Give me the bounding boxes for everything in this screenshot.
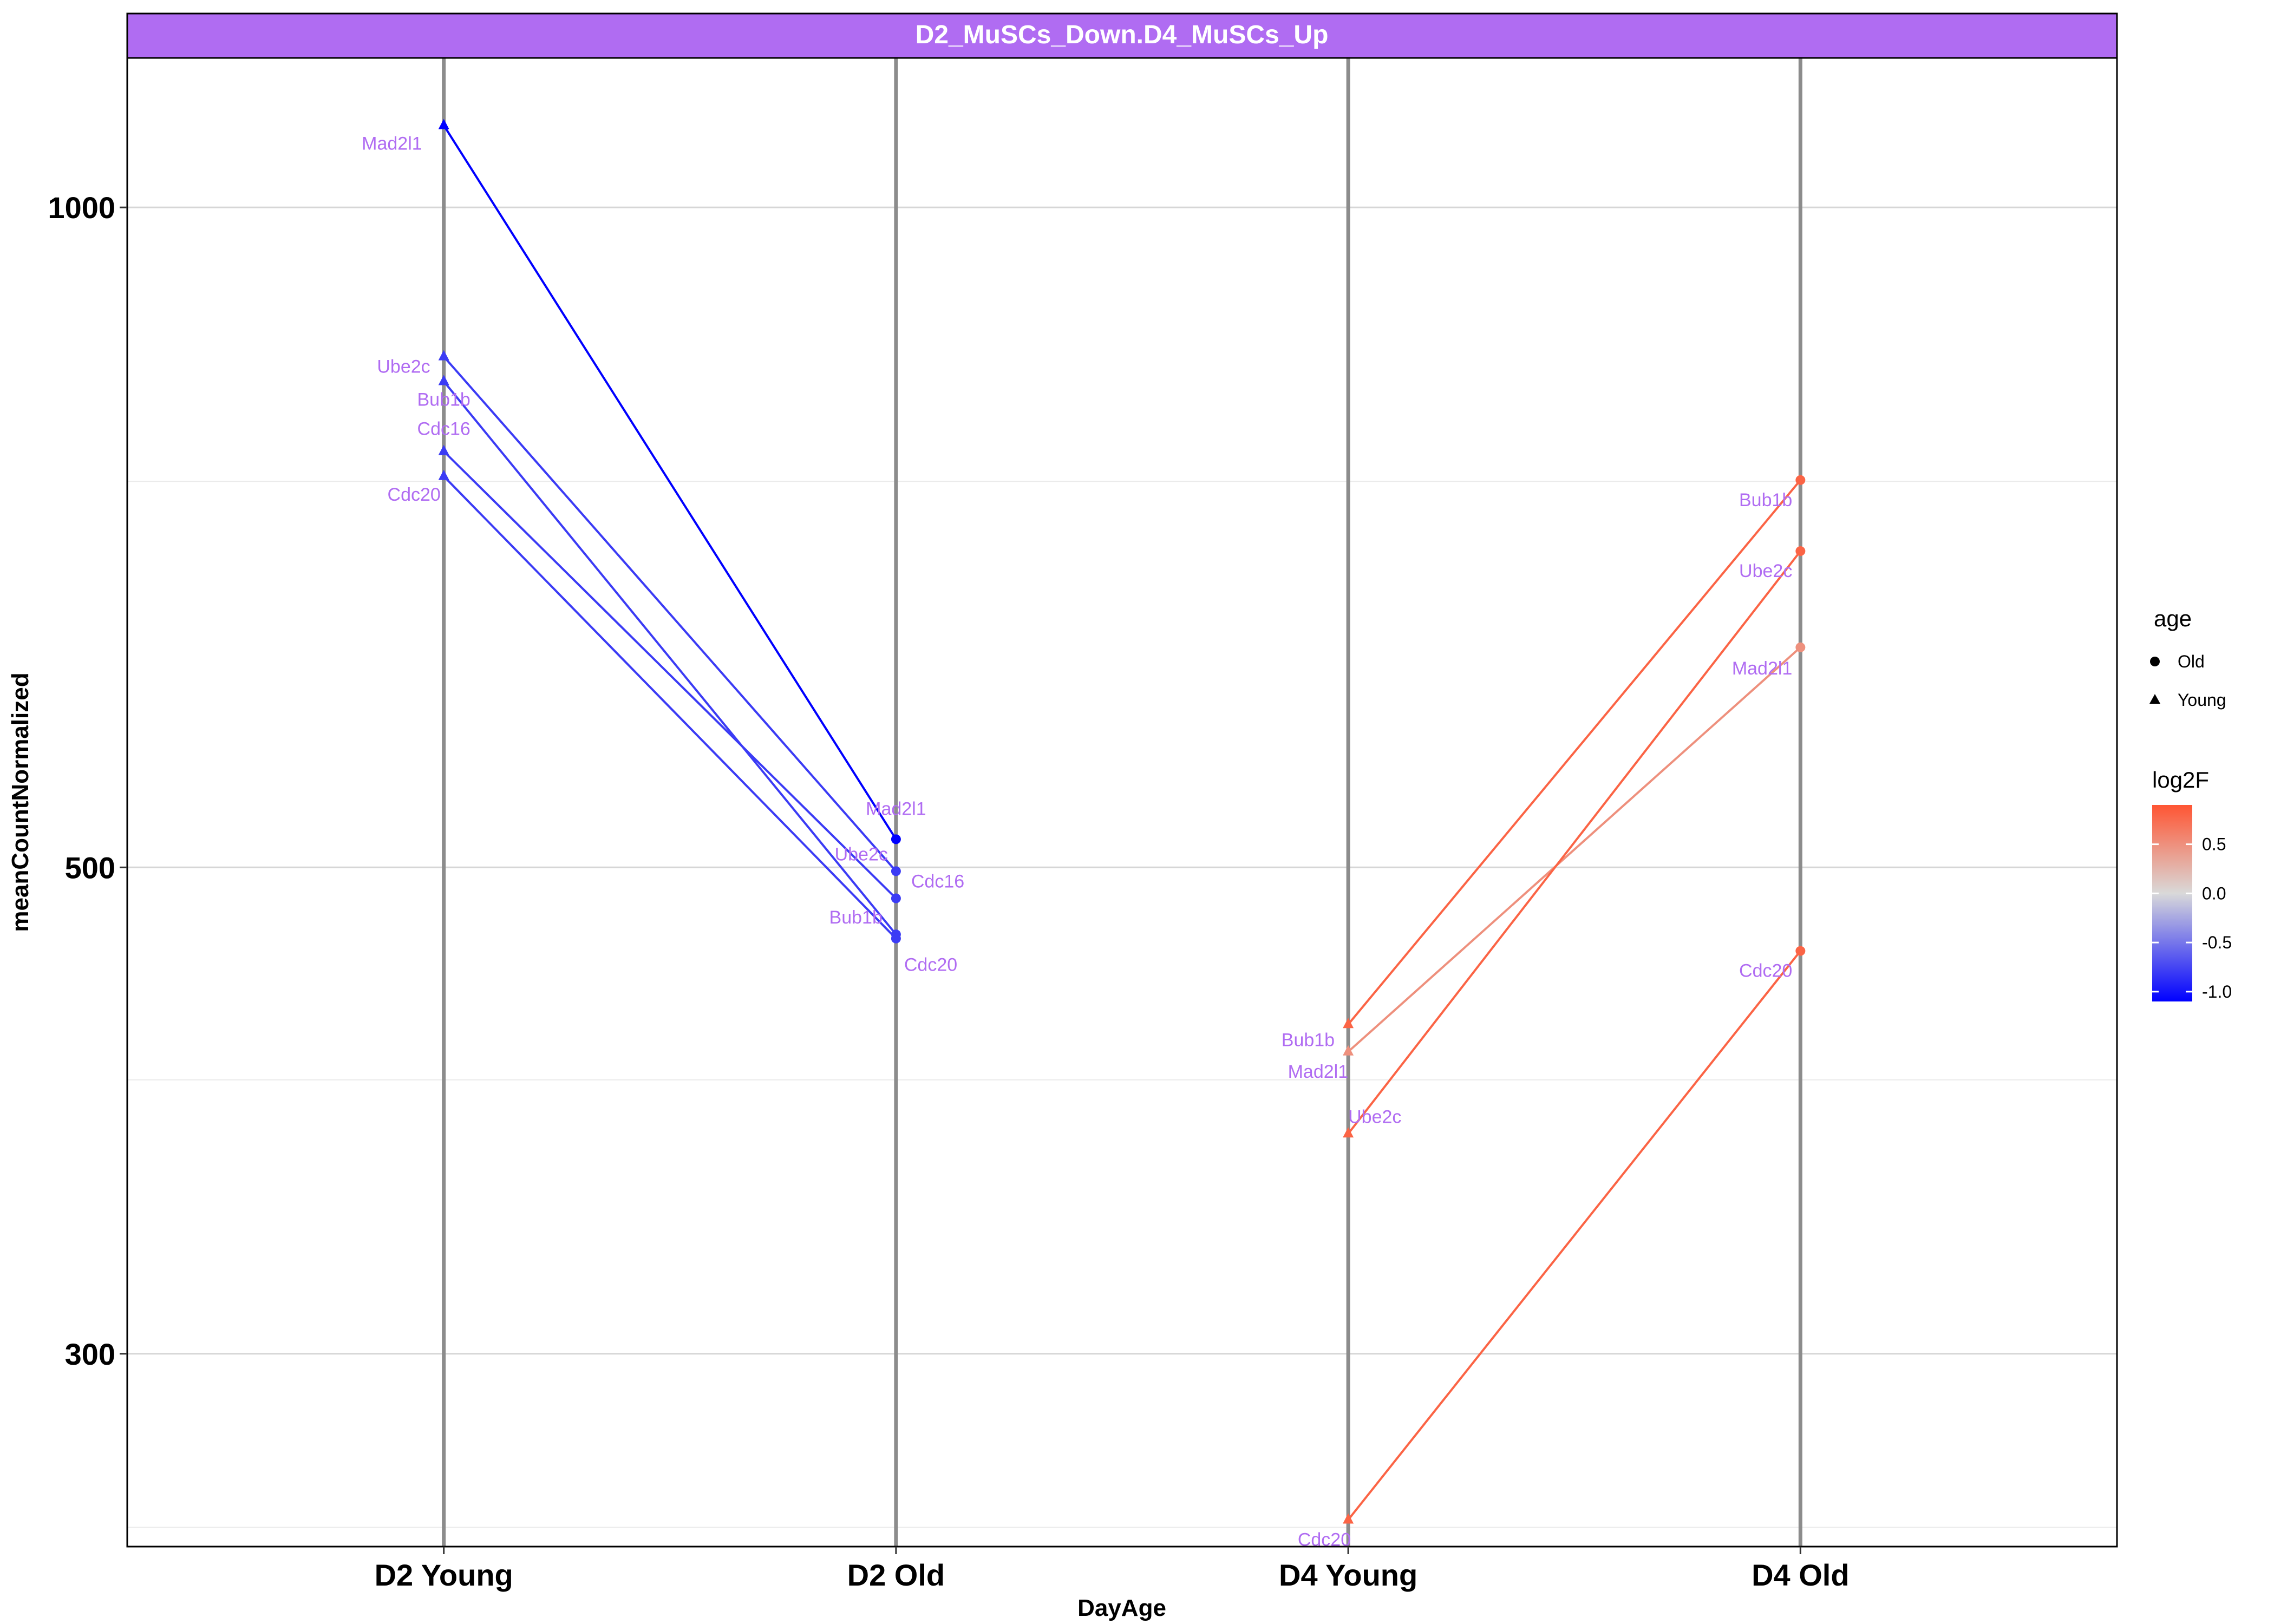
grid-layer [127, 206, 2117, 1528]
point-young-triangle [438, 444, 449, 455]
gene-label-young: Ube2c [1348, 1106, 1401, 1127]
category-lines [442, 58, 1802, 1547]
gene-labels: Mad2l1 Mad2l1 Ube2c Ube2c Bub1b Bub1b Cdc16 Cdc… [362, 134, 1792, 1550]
point-old-circle [891, 933, 901, 944]
plot-panel-border [126, 57, 2118, 1548]
y-axis-tick-label: 500 [65, 850, 115, 885]
age-legend: age Old Young [2149, 606, 2226, 710]
age-legend-title: age [2154, 606, 2192, 631]
legend-old-circle [2150, 657, 2160, 666]
point-young-triangle [1343, 1018, 1354, 1029]
gene-label-old: Ube2c [835, 844, 888, 865]
series-line-cdc16 [443, 450, 897, 899]
log2F-legend: log2F 0.5 0.0 -0.5 -1.0 [2152, 767, 2232, 1001]
gene-label-young: Cdc16 [417, 419, 471, 440]
series-line-ube2c [443, 356, 897, 872]
x-axis-title: DayAge [1077, 1595, 1166, 1621]
point-old-circle [1795, 946, 1806, 956]
colorbar-tick-label: -0.5 [2202, 933, 2232, 952]
point-old-circle [1795, 546, 1806, 556]
point-young-triangle [438, 375, 449, 385]
point-old-circle [891, 866, 901, 876]
x-axis-tick-label: D4 Young [1279, 1558, 1417, 1592]
point-young-triangle [1343, 1127, 1354, 1138]
series-line-bub1b [443, 381, 897, 935]
gene-label-old: Ube2c [1739, 561, 1792, 581]
x-axis-tick-label: D4 Old [1752, 1558, 1849, 1592]
gene-label-young: Bub1b [417, 390, 470, 410]
point-old-circle [1795, 642, 1806, 652]
series-line-mad2l1 [442, 125, 897, 840]
colorbar-ticks: 0.5 0.0 -0.5 -1.0 [2152, 835, 2232, 1001]
point-young-triangle [438, 350, 449, 361]
series-line-bub1b [1347, 479, 1801, 1025]
point-old-circle [891, 893, 901, 903]
y-axis-title: meanCountNormalized [7, 672, 34, 932]
gene-label-old: Cdc16 [911, 872, 964, 892]
gene-label-old: Mad2l1 [1732, 658, 1793, 679]
series-line-mad2l1 [1347, 646, 1801, 1053]
y-axis-tick-label: 300 [65, 1337, 115, 1371]
legend-young-label: Young [2178, 690, 2226, 710]
facet-title: D2_MuSCs_Down.D4_MuSCs_Up [916, 21, 1329, 49]
series-line-ube2c [1347, 550, 1801, 1135]
gene-label-young: Cdc20 [388, 484, 441, 505]
gene-label-old: Cdc20 [904, 955, 957, 975]
colorbar-tick-label: -1.0 [2202, 982, 2232, 1001]
log2F-legend-title: log2F [2152, 767, 2209, 793]
point-young-triangle [1343, 1045, 1354, 1056]
point-young-triangle [438, 119, 449, 129]
gene-label-old: Bub1b [1739, 490, 1792, 510]
point-old-circle [1795, 475, 1806, 485]
point-young-triangle [438, 469, 449, 480]
log2F-colorbar [2152, 805, 2192, 1001]
colorbar-tick-label: 0.5 [2202, 835, 2226, 854]
point-young-triangle [1343, 1513, 1354, 1524]
plot-panel [127, 58, 2117, 1547]
gene-label-old: Mad2l1 [866, 798, 926, 819]
y-axis: 300 500 1000 [48, 191, 127, 1371]
gene-label-young: Mad2l1 [362, 134, 422, 154]
facet-strip [126, 12, 2118, 59]
gene-label-old: Bub1b [829, 907, 883, 928]
colorbar-tick-label: 0.0 [2202, 883, 2226, 903]
gene-label-young: Mad2l1 [1288, 1062, 1349, 1082]
y-axis-tick-label: 1000 [48, 191, 115, 225]
series-line-cdc20 [443, 475, 897, 940]
x-axis: D2 Young D2 Old D4 Young D4 Old [375, 1547, 1850, 1592]
x-axis-tick-label: D2 Young [375, 1558, 513, 1592]
legend-old-label: Old [2178, 652, 2205, 671]
gene-label-old: Cdc20 [1739, 961, 1792, 981]
data-points [438, 119, 1806, 1524]
point-old-circle [891, 834, 901, 844]
gene-label-young: Ube2c [377, 357, 430, 377]
series-lines [442, 125, 1801, 1521]
x-axis-tick-label: D2 Old [847, 1558, 945, 1592]
legend-young-triangle [2149, 694, 2160, 704]
series-line-cdc20 [1347, 950, 1801, 1521]
gene-label-young: Bub1b [1282, 1030, 1335, 1050]
